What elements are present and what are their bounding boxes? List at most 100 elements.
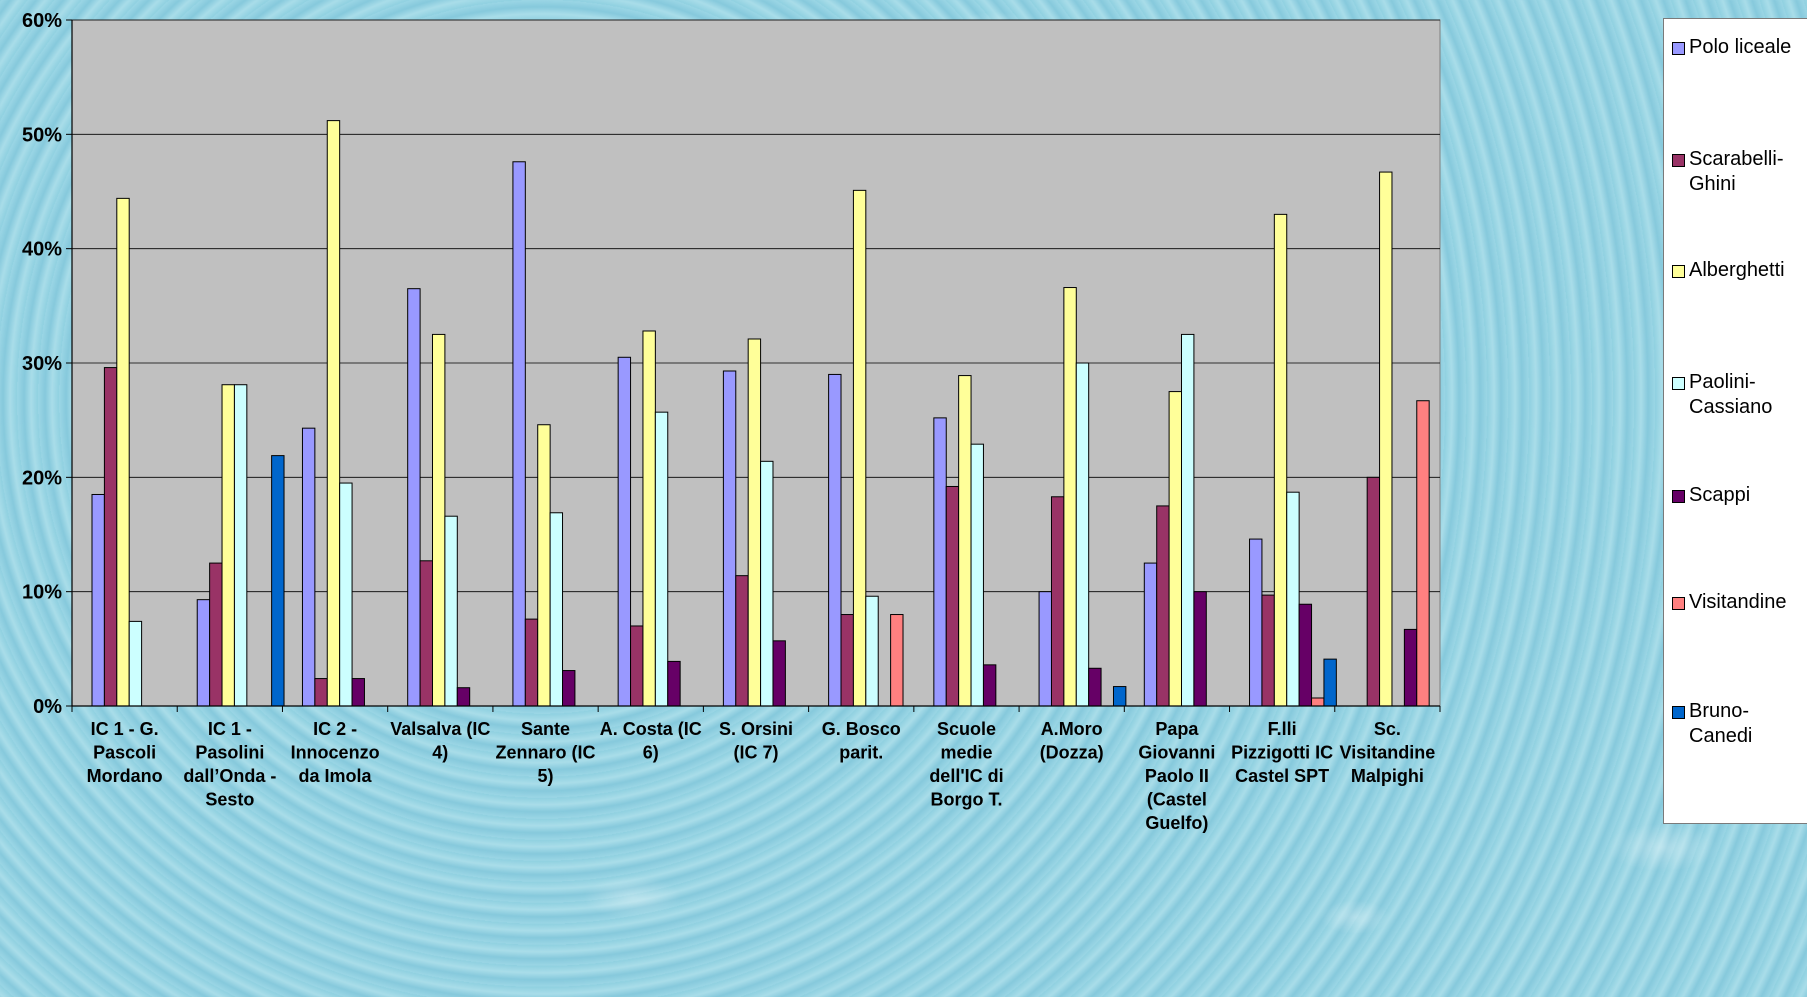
bar (1311, 697, 1325, 707)
x-tick-label: IC 2 -Innocenzo da Imola (291, 719, 380, 786)
legend-item: Polo liceale (1672, 35, 1807, 60)
bar (772, 640, 786, 707)
bar (1286, 491, 1300, 707)
bar (116, 197, 130, 707)
bar (221, 384, 235, 707)
bar (1075, 362, 1090, 707)
bar (890, 614, 904, 707)
bar (970, 443, 984, 707)
bar (747, 338, 762, 707)
legend-swatch (1672, 154, 1685, 167)
y-tick-label: 50% (22, 124, 62, 146)
bar (351, 678, 365, 707)
bar (103, 367, 118, 707)
bar (1273, 213, 1288, 707)
legend-label: Scappi (1689, 484, 1751, 506)
x-tick-label: A. Costa (IC 6) (600, 719, 702, 763)
legend-label: Bruno-Canedi (1689, 700, 1753, 747)
legend-label: Alberghetti (1689, 259, 1785, 281)
bar (128, 620, 143, 707)
legend-swatch (1672, 377, 1685, 390)
y-tick-label: 0% (33, 696, 62, 718)
x-tick-label: Papa Giovanni Paolo II (Castel Guelfo) (1138, 719, 1215, 833)
bar (537, 424, 551, 707)
x-tick-label: F.lli Pizzigotti IC Castel SPT (1231, 719, 1333, 786)
bar (982, 664, 997, 707)
x-axis: IC 1 - G. Pascoli Mordano IC 1 -Pasolini dal… (71, 705, 1441, 833)
bar (91, 493, 105, 707)
x-tick-label: Valsalva (IC 4) (390, 719, 490, 763)
bar (617, 356, 632, 707)
bar (326, 120, 341, 707)
bar (958, 375, 972, 707)
bar (339, 482, 353, 707)
bar (549, 512, 564, 707)
bar (1156, 505, 1170, 707)
x-tick-label: Sante Zennaro (IC 5) (496, 719, 596, 786)
bar (865, 595, 879, 707)
bar (301, 427, 316, 707)
legend-item: Visitandine (1672, 590, 1807, 615)
bar (630, 625, 644, 707)
legend-item: Scappi (1672, 483, 1807, 508)
bar (933, 417, 947, 707)
bar (1181, 333, 1195, 707)
bar (209, 562, 223, 707)
legend-item: Paolini-Cassiano (1672, 370, 1807, 420)
bar (314, 678, 328, 707)
legend-item: Alberghetti (1672, 258, 1807, 283)
bar (1249, 538, 1263, 707)
x-tick-label: Sc. Visitandine Malpighi (1340, 719, 1436, 786)
bar (512, 161, 526, 707)
y-tick-label: 10% (22, 582, 62, 604)
bar (456, 687, 471, 707)
bar (828, 373, 842, 707)
bar (852, 189, 867, 707)
bar (444, 515, 458, 707)
bar (271, 455, 285, 707)
bar (562, 670, 576, 707)
bar (1050, 496, 1065, 707)
bar (407, 288, 421, 707)
bar (1261, 594, 1275, 707)
y-tick-label: 20% (22, 467, 62, 489)
bar (1416, 400, 1430, 707)
x-tick-label: G. Bosco parit. (822, 719, 901, 763)
bar (1193, 591, 1207, 707)
bar (1038, 591, 1052, 707)
x-tick-label: A.Moro (Dozza) (1040, 719, 1104, 763)
bar (1323, 658, 1337, 707)
bar (524, 618, 539, 707)
bar (1112, 686, 1127, 707)
x-tick-label: IC 1 - G. Pascoli Mordano (87, 719, 163, 786)
x-tick-label: IC 1 -Pasolini dall’Onda -Sesto (183, 719, 276, 810)
legend-swatch (1672, 42, 1685, 55)
bar (419, 560, 433, 707)
bar (233, 384, 248, 707)
legend-swatch (1672, 490, 1685, 503)
bar (1143, 562, 1158, 707)
y-axis: 0% 10% 20% 30% 40% 50% 60% (22, 10, 73, 718)
bar (840, 614, 854, 707)
legend-swatch (1672, 597, 1685, 610)
bar (1403, 628, 1418, 707)
y-tick-label: 30% (22, 353, 62, 375)
legend-label: Paolini-Cassiano (1689, 371, 1773, 418)
x-tick-label: Scuole medie dell'IC di Borgo T. (929, 719, 1003, 810)
legend: Polo liceale Scarabelli-Ghini Alberghetti P… (1663, 18, 1807, 824)
legend-label: Scarabelli-Ghini (1689, 148, 1784, 195)
bar (431, 333, 446, 707)
bar (1298, 603, 1313, 707)
legend-item: Bruno-Canedi (1672, 699, 1807, 749)
legend-swatch (1672, 265, 1685, 278)
bar (196, 599, 211, 707)
bar (642, 330, 656, 707)
bar (1088, 667, 1102, 707)
bar (735, 575, 749, 707)
bar (667, 660, 681, 707)
bar (1379, 171, 1393, 707)
legend-swatch (1672, 706, 1685, 719)
bar (722, 370, 737, 707)
x-tick-label: S. Orsini (IC 7) (719, 719, 793, 763)
bar (1063, 287, 1077, 707)
